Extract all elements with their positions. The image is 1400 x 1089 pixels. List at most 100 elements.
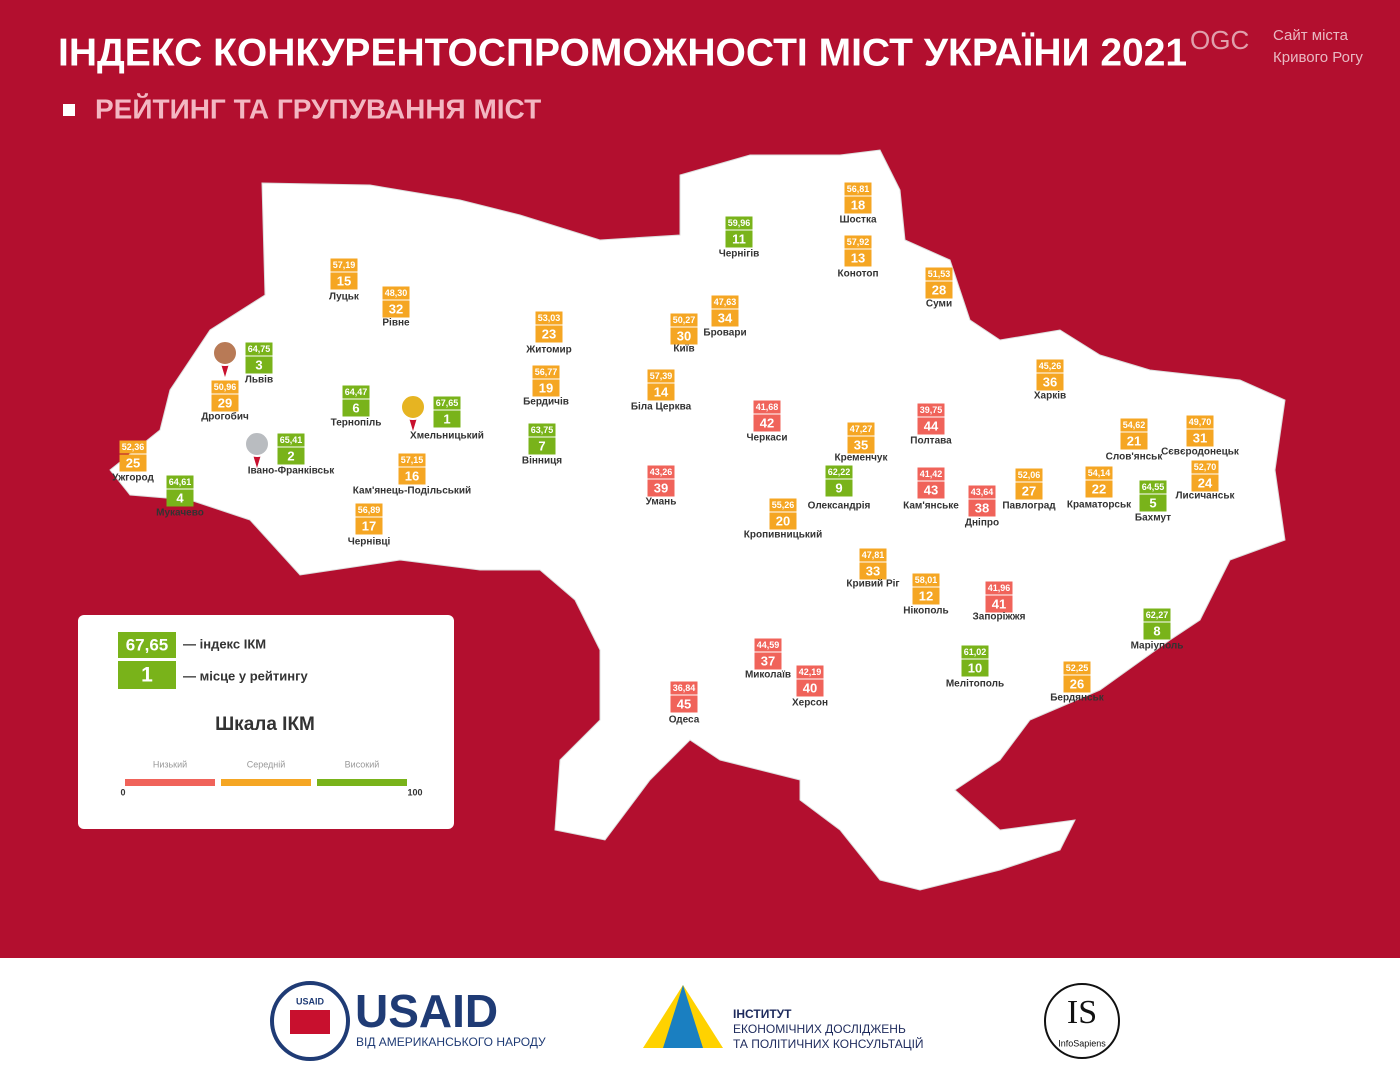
index-box bbox=[847, 422, 875, 436]
city-name: Чернівці bbox=[348, 537, 391, 548]
rank-value: 14 bbox=[654, 384, 669, 399]
index-value: 56,77 bbox=[535, 367, 558, 377]
usaid-text: USAID bbox=[355, 985, 498, 1037]
index-value: 48,30 bbox=[385, 288, 408, 298]
rank-value: 11 bbox=[732, 231, 746, 246]
city-name: Дніпро bbox=[965, 518, 999, 529]
rank-box bbox=[925, 281, 953, 299]
index-value: 56,89 bbox=[358, 505, 381, 515]
index-value: 64,61 bbox=[169, 477, 192, 487]
rank-box bbox=[670, 327, 698, 345]
city-name: Мукачево bbox=[156, 508, 204, 519]
city-name: Дрогобич bbox=[201, 411, 249, 423]
rank-value: 28 bbox=[932, 282, 946, 297]
index-box bbox=[844, 182, 872, 196]
index-value: 43,26 bbox=[650, 467, 673, 477]
rank-box bbox=[968, 499, 996, 517]
city-name: Кам'янське bbox=[903, 501, 959, 512]
legend-index: 67,65 bbox=[126, 635, 169, 654]
ier-text: ІНСТИТУТ bbox=[733, 1007, 792, 1021]
city-name: Конотоп bbox=[837, 269, 878, 280]
index-box bbox=[917, 467, 945, 481]
rank-box bbox=[769, 512, 797, 530]
city-name: Кременчук bbox=[834, 453, 888, 464]
rank-box bbox=[119, 454, 147, 472]
seal-stripes bbox=[290, 1010, 330, 1034]
rank-value: 30 bbox=[677, 328, 691, 343]
city-name: Олександрія bbox=[808, 501, 871, 512]
index-box bbox=[1191, 460, 1219, 474]
rank-value: 4 bbox=[176, 490, 184, 505]
rank-value: 13 bbox=[851, 250, 865, 265]
index-box bbox=[647, 369, 675, 383]
legend-text: — індекс ІКМ bbox=[183, 636, 266, 651]
city-name: Суми bbox=[926, 299, 952, 310]
index-value: 53,03 bbox=[538, 313, 561, 323]
rank-value: 18 bbox=[851, 197, 865, 212]
index-box bbox=[532, 365, 560, 379]
rank-box bbox=[382, 300, 410, 318]
index-value: 57,19 bbox=[333, 260, 356, 270]
city-name: Хмельницький bbox=[410, 431, 484, 442]
rank-box bbox=[433, 410, 461, 428]
index-value: 65,41 bbox=[280, 435, 303, 445]
index-box bbox=[754, 638, 782, 652]
city-name: Рівне bbox=[382, 318, 410, 329]
index-value: 59,96 bbox=[728, 218, 751, 228]
rank-value: 29 bbox=[218, 395, 232, 410]
rank-value: 2 bbox=[287, 448, 294, 463]
index-box bbox=[825, 465, 853, 479]
rank-value: 20 bbox=[776, 513, 790, 528]
rank-value: 21 bbox=[1127, 433, 1141, 448]
index-value: 44,59 bbox=[757, 640, 780, 650]
index-box bbox=[342, 385, 370, 399]
rank-value: 10 bbox=[968, 660, 982, 675]
index-box bbox=[1036, 359, 1064, 373]
ier-triangle bbox=[663, 985, 703, 1048]
rank-box bbox=[844, 249, 872, 267]
index-box bbox=[753, 400, 781, 414]
city-name: Краматорськ bbox=[1067, 500, 1132, 511]
rank-value: 23 bbox=[542, 326, 556, 341]
rank-value: 38 bbox=[975, 500, 989, 515]
cities: 67,65 1 Хмельницький 65,41 2 Івано-Франківськ… bbox=[112, 182, 1240, 726]
index-box bbox=[535, 311, 563, 325]
index-value: 41,68 bbox=[756, 402, 779, 412]
index-value: 36,84 bbox=[673, 683, 696, 693]
rank-box bbox=[1085, 480, 1113, 498]
scale-level: Високий bbox=[345, 759, 380, 769]
medal bbox=[244, 431, 270, 457]
index-value: 56,81 bbox=[847, 184, 870, 194]
index-value: 55,26 bbox=[772, 500, 795, 510]
subtitle: РЕЙТИНГ ТА ГРУПУВАННЯ МІСТ bbox=[95, 92, 541, 124]
rank-value: 26 bbox=[1070, 676, 1084, 691]
watermark: Сайт міста bbox=[1273, 27, 1349, 44]
index-box bbox=[211, 380, 239, 394]
city-name: Тернопіль bbox=[331, 418, 382, 429]
rank-box bbox=[355, 517, 383, 535]
rank-value: 16 bbox=[405, 468, 419, 483]
usaid-sub: ВІД АМЕРИКАНСЬКОГО НАРОДУ bbox=[356, 1035, 546, 1049]
rank-value: 12 bbox=[919, 588, 933, 603]
rank-value: 33 bbox=[866, 563, 880, 578]
scale-title: Шкала ІКМ bbox=[215, 714, 315, 735]
rank-value: 8 bbox=[1153, 623, 1160, 638]
index-box bbox=[859, 548, 887, 562]
rank-value: 41 bbox=[992, 596, 1006, 611]
title: ІНДЕКС КОНКУРЕНТОСПРОМОЖНОСТІ МІСТ УКРАЇ… bbox=[58, 31, 1187, 74]
city-name: Бровари bbox=[703, 328, 746, 339]
scale-bar bbox=[221, 779, 311, 786]
legend-text: — місце у рейтингу bbox=[183, 668, 309, 683]
rank-value: 44 bbox=[924, 418, 939, 433]
rank-box bbox=[398, 467, 426, 485]
rank-box bbox=[532, 379, 560, 397]
rank-box bbox=[1191, 474, 1219, 492]
city-name: Біла Церква bbox=[631, 402, 692, 413]
index-value: 57,15 bbox=[401, 455, 424, 465]
rank-value: 27 bbox=[1022, 483, 1036, 498]
city-name: Запоріжжя bbox=[973, 612, 1026, 623]
scale-max: 100 bbox=[407, 787, 422, 797]
ier-logo: ІНСТИТУТ ЕКОНОМІЧНИХ ДОСЛІДЖЕНЬ ТА ПОЛІТ… bbox=[643, 985, 924, 1051]
rank-box bbox=[1063, 675, 1091, 693]
